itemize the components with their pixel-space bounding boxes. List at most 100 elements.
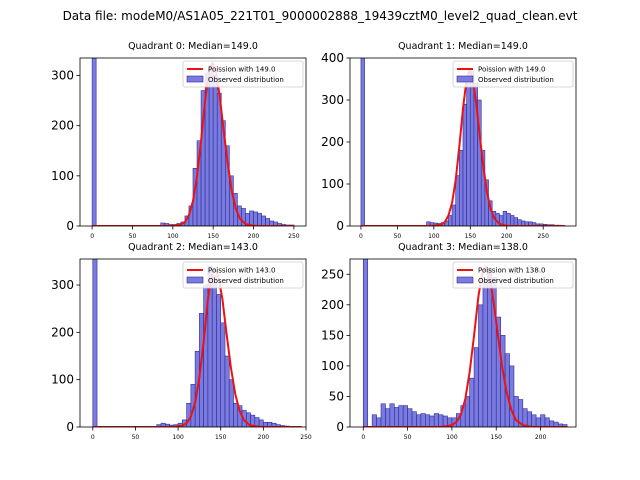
histogram-bar (380, 403, 386, 427)
y-tick-label: 200 (51, 325, 74, 339)
histogram-bar (455, 175, 460, 226)
histogram-bar (522, 408, 528, 427)
legend-label-observed: Observed distribution (478, 76, 554, 84)
histogram-bar (464, 396, 470, 427)
legend-label-observed: Observed distribution (208, 277, 284, 285)
legend-label-poisson: Poission with 138.0 (478, 267, 546, 275)
legend: Poission with 143.0 Observed distribution (182, 261, 304, 289)
histogram-bar (535, 417, 541, 427)
legend-bar-swatch (456, 276, 474, 284)
legend: Poission with 138.0 Observed distribution (452, 261, 574, 289)
histogram-bar (420, 413, 426, 427)
y-tick-label: 100 (321, 359, 344, 373)
histogram-bar (469, 377, 475, 427)
axes-frame (79, 258, 307, 428)
y-tick-label: 100 (51, 373, 74, 387)
legend-bar-swatch (186, 276, 204, 284)
legend: Poission with 149.0 Observed distribution (182, 60, 304, 88)
x-tick-label: 150 (465, 233, 477, 240)
y-tick-label: 300 (321, 93, 344, 107)
y-tick-label: 150 (321, 328, 344, 342)
x-tick-label: 0 (361, 434, 365, 441)
histogram-bar (466, 82, 471, 226)
y-tick-label: 0 (66, 219, 74, 233)
histogram-bar (92, 259, 98, 427)
histogram-bar (360, 58, 365, 226)
histogram-bar (509, 365, 515, 427)
histogram-bar (540, 414, 546, 427)
histogram-bar (469, 70, 475, 226)
y-tick-label: 100 (51, 169, 74, 183)
panel-title: Quadrant 3: Median=138.0 (398, 242, 528, 253)
histogram-bar (513, 217, 518, 226)
y-tick-label: 0 (66, 420, 74, 434)
x-tick-label: 100 (428, 233, 440, 240)
histogram-bar (211, 275, 217, 427)
x-tick-label: 250 (300, 434, 312, 441)
x-tick-label: 200 (535, 434, 547, 441)
y-tick-label: 200 (51, 119, 74, 133)
histogram-bar (265, 218, 270, 226)
histogram-bar (208, 65, 214, 226)
histogram-bar (224, 355, 230, 427)
legend-box (182, 60, 304, 88)
histogram-bar (531, 414, 537, 427)
x-tick-label: 0 (90, 233, 94, 240)
histogram-bar (398, 405, 404, 427)
histogram-bar (438, 414, 444, 427)
x-tick-label: 200 (501, 233, 513, 240)
histogram-bar (506, 213, 511, 226)
histogram-bar (261, 215, 266, 226)
legend-box (452, 60, 574, 88)
plot-area (360, 58, 566, 226)
x-tick-label: 100 (172, 434, 184, 441)
histogram-bar (385, 408, 391, 427)
histogram-bar (482, 280, 488, 427)
histogram-bar (425, 414, 431, 427)
x-tick-label: 50 (132, 434, 140, 441)
y-tick-label: 300 (51, 69, 74, 83)
histogram-bar (389, 403, 395, 427)
x-tick-label: 100 (167, 233, 179, 240)
y-tick-label: 0 (336, 219, 344, 233)
axes-frame (349, 258, 577, 428)
x-tick-label: 150 (207, 233, 219, 240)
y-tick-label: 300 (51, 278, 74, 292)
panel-quadrant-1: Quadrant 1: Median=149.0 0 100 200 300 400 0 50… (321, 41, 577, 240)
y-tick-label: 400 (321, 51, 344, 65)
histogram-bar (394, 407, 400, 427)
panel-quadrant-2: Quadrant 2: Median=143.0 0 100 200 300 0 50 100… (51, 242, 312, 441)
axes-frame (79, 57, 307, 227)
panel-title: Quadrant 0: Median=149.0 (128, 41, 258, 52)
x-tick-label: 50 (404, 434, 412, 441)
y-tick-label: 250 (321, 267, 344, 281)
panel-quadrant-0: Quadrant 0: Median=149.0 0 100 200 300 0 50 100… (51, 41, 307, 240)
x-tick-label: 150 (215, 434, 227, 441)
legend-box (182, 261, 304, 289)
plot-area (91, 58, 295, 226)
histogram-bar (402, 405, 408, 427)
histogram-bar (451, 204, 457, 226)
x-tick-label: 50 (394, 233, 402, 240)
x-tick-label: 0 (359, 233, 363, 240)
y-tick-label: 200 (321, 135, 344, 149)
figure-title: Data file: modeM0/AS1A05_221T01_90000028… (63, 9, 578, 23)
legend-label-observed: Observed distribution (478, 277, 554, 285)
x-tick-label: 0 (91, 434, 95, 441)
y-tick-label: 0 (336, 420, 344, 434)
histogram-bar (91, 58, 97, 226)
legend-label-poisson: Poission with 149.0 (208, 66, 276, 74)
histogram-bar (228, 379, 234, 427)
histogram-bar (376, 417, 382, 427)
panel-title: Quadrant 2: Median=143.0 (128, 242, 258, 253)
histogram-bar (416, 414, 422, 427)
histogram-bar (411, 411, 417, 427)
x-tick-label: 50 (129, 233, 137, 240)
y-tick-label: 200 (321, 298, 344, 312)
histogram-bar (526, 411, 532, 427)
panel-quadrant-3: Quadrant 3: Median=138.0 0 50 100 150 200 250 0… (321, 242, 577, 441)
histogram-bar (216, 294, 222, 427)
histogram-bar (473, 347, 479, 427)
histogram-bar (212, 75, 218, 226)
